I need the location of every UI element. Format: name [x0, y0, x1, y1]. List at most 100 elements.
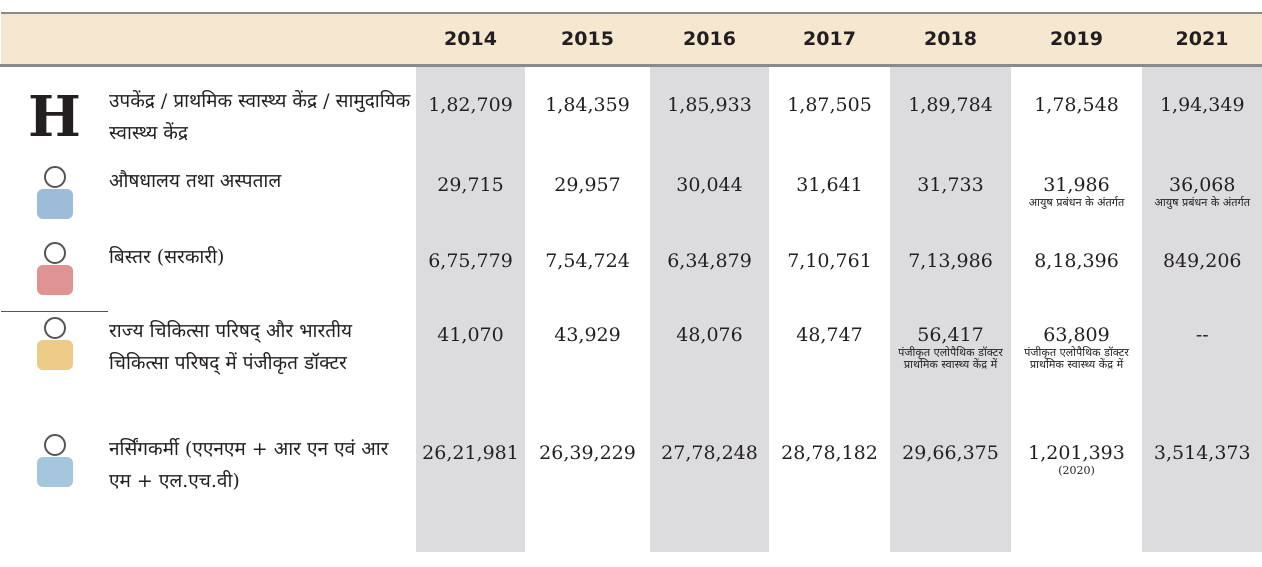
spacer-cell: [769, 65, 890, 81]
value: --: [1195, 324, 1209, 346]
data-row: नर्सिंगकर्मी (एएनएम + आर एन एवं आर एम + …: [0, 429, 1262, 552]
year-header: 2016: [649, 12, 770, 67]
value-cell: 1,84,359: [525, 81, 650, 161]
value-cell: 30,044: [649, 161, 770, 237]
value-cell: 1,94,349: [1141, 81, 1262, 161]
value: 48,747: [796, 324, 863, 346]
value: 1,89,784: [908, 94, 993, 116]
table-body: H उपकेंद्र / प्राथमिक स्वास्थ्य केंद्र / …: [0, 65, 1262, 552]
value: 28,78,182: [781, 442, 878, 464]
value: 26,21,981: [422, 442, 519, 464]
value-cell: --: [1141, 311, 1262, 429]
value-cell: 31,733: [889, 161, 1012, 237]
value-cell: 36,068 आयुष प्रबंधन के अंतर्गत: [1141, 161, 1262, 237]
data-row: राज्य चिकित्सा परिषद् और भारतीय चिकित्सा…: [0, 310, 1262, 429]
row-label: औषधालय तथा अस्पताल: [108, 161, 416, 237]
icon-cell: [0, 161, 109, 237]
value-cell: 27,78,248: [649, 429, 770, 552]
value-cell: 8,18,396: [1011, 237, 1142, 311]
value-cell: 1,87,505: [769, 81, 890, 161]
value: 31,986: [1043, 174, 1110, 196]
value: 1,94,349: [1159, 94, 1245, 116]
note: आयुष प्रबंधन के अंतर्गत: [1154, 196, 1250, 209]
icon-shape: [43, 166, 66, 188]
value-cell: 3,514,373: [1141, 429, 1262, 552]
value: 29,957: [554, 174, 621, 196]
data-row: बिस्तर (सरकारी) 6,75,779 7,54,724 6,34,879 7…: [0, 237, 1262, 311]
note: पंजीकृत एलोपैथिक डॉक्टर प्राथमिक स्वास्थ…: [1024, 346, 1129, 371]
row-label: नर्सिंगकर्मी (एएनएम + आर एन एवं आर एम + …: [108, 429, 416, 552]
icon-cell: [0, 310, 109, 429]
value-cell: 1,78,548: [1011, 81, 1142, 161]
value: 36,068: [1169, 174, 1236, 196]
value: 29,66,375: [902, 442, 999, 464]
value: 29,715: [437, 174, 504, 196]
value-cell: 7,13,986: [889, 237, 1012, 311]
data-row: H उपकेंद्र / प्राथमिक स्वास्थ्य केंद्र / …: [0, 81, 1262, 161]
value-cell: 6,75,779: [415, 237, 526, 311]
value: 849,206: [1162, 250, 1242, 272]
value: 26,39,229: [539, 442, 636, 464]
value: 63,809: [1043, 324, 1110, 346]
spacer-cell: [649, 65, 770, 81]
value-cell: 1,89,784: [889, 81, 1012, 161]
data-row: औषधालय तथा अस्पताल 29,715 29,957 30,044 31,6…: [0, 161, 1262, 237]
value: 31,641: [796, 174, 863, 196]
value: 43,929: [554, 324, 621, 346]
note: आयुष प्रबंधन के अंतर्गत: [1028, 196, 1125, 209]
spacer-cell: [525, 65, 650, 81]
value-cell: 63,809 पंजीकृत एलोपैथिक डॉक्टर प्राथमिक स…: [1011, 311, 1142, 429]
value: 48,076: [676, 324, 743, 346]
value: 1,87,505: [787, 94, 872, 116]
icon: [36, 316, 73, 370]
year-header: 2017: [769, 12, 890, 67]
icon-cell: [0, 237, 109, 311]
row-label: उपकेंद्र / प्राथमिक स्वास्थ्य केंद्र / स…: [108, 81, 416, 161]
icon-shape: [36, 339, 73, 370]
row-label: बिस्तर (सरकारी): [108, 237, 416, 311]
icon-shape: [36, 265, 73, 295]
note: (2020): [1058, 464, 1095, 477]
value-cell: 28,78,182: [769, 429, 890, 552]
spacer-cell: [889, 65, 1012, 81]
value-cell: 7,54,724: [525, 237, 650, 311]
icon-shape: [43, 316, 66, 339]
value: 56,417: [917, 324, 984, 346]
value: 7,13,986: [908, 250, 993, 272]
year-header: 2018: [889, 12, 1012, 67]
value: 6,75,779: [428, 250, 513, 272]
value-cell: 41,070: [415, 311, 526, 429]
value: 7,54,724: [545, 250, 630, 272]
icon-shape: [36, 189, 73, 219]
value-cell: 26,39,229: [525, 429, 650, 552]
value-cell: 48,076: [649, 311, 770, 429]
icon-cell: H: [0, 81, 109, 161]
value: 3,514,373: [1153, 442, 1251, 464]
value-cell: 6,34,879: [649, 237, 770, 311]
year-header: 2019: [1011, 12, 1142, 67]
value-cell: 849,206: [1141, 237, 1262, 311]
note: पंजीकृत एलोपैथिक डॉक्टर प्राथमिक स्वास्थ…: [898, 346, 1003, 371]
value-cell: 43,929: [525, 311, 650, 429]
icon: [36, 434, 73, 487]
row-label: राज्य चिकित्सा परिषद् और भारतीय चिकित्सा…: [108, 311, 416, 429]
value: 31,733: [917, 174, 984, 196]
icon: [36, 242, 73, 295]
year-header: 2021: [1141, 12, 1262, 67]
icon-shape: [36, 457, 73, 487]
value: 27,78,248: [661, 442, 758, 464]
value: 30,044: [676, 174, 743, 196]
spacer-cell: [415, 65, 526, 81]
value: 1,82,709: [428, 94, 513, 116]
spacer-cell: [1011, 65, 1142, 81]
spacer-cell: [1141, 65, 1262, 81]
value: 1,78,548: [1034, 94, 1119, 116]
value: 8,18,396: [1034, 250, 1119, 272]
value-cell: 31,641: [769, 161, 890, 237]
value: 41,070: [437, 324, 504, 346]
value: 1,85,933: [667, 94, 752, 116]
icon-shape: [43, 434, 66, 456]
header-blank: [108, 12, 416, 67]
value-cell: 7,10,761: [769, 237, 890, 311]
